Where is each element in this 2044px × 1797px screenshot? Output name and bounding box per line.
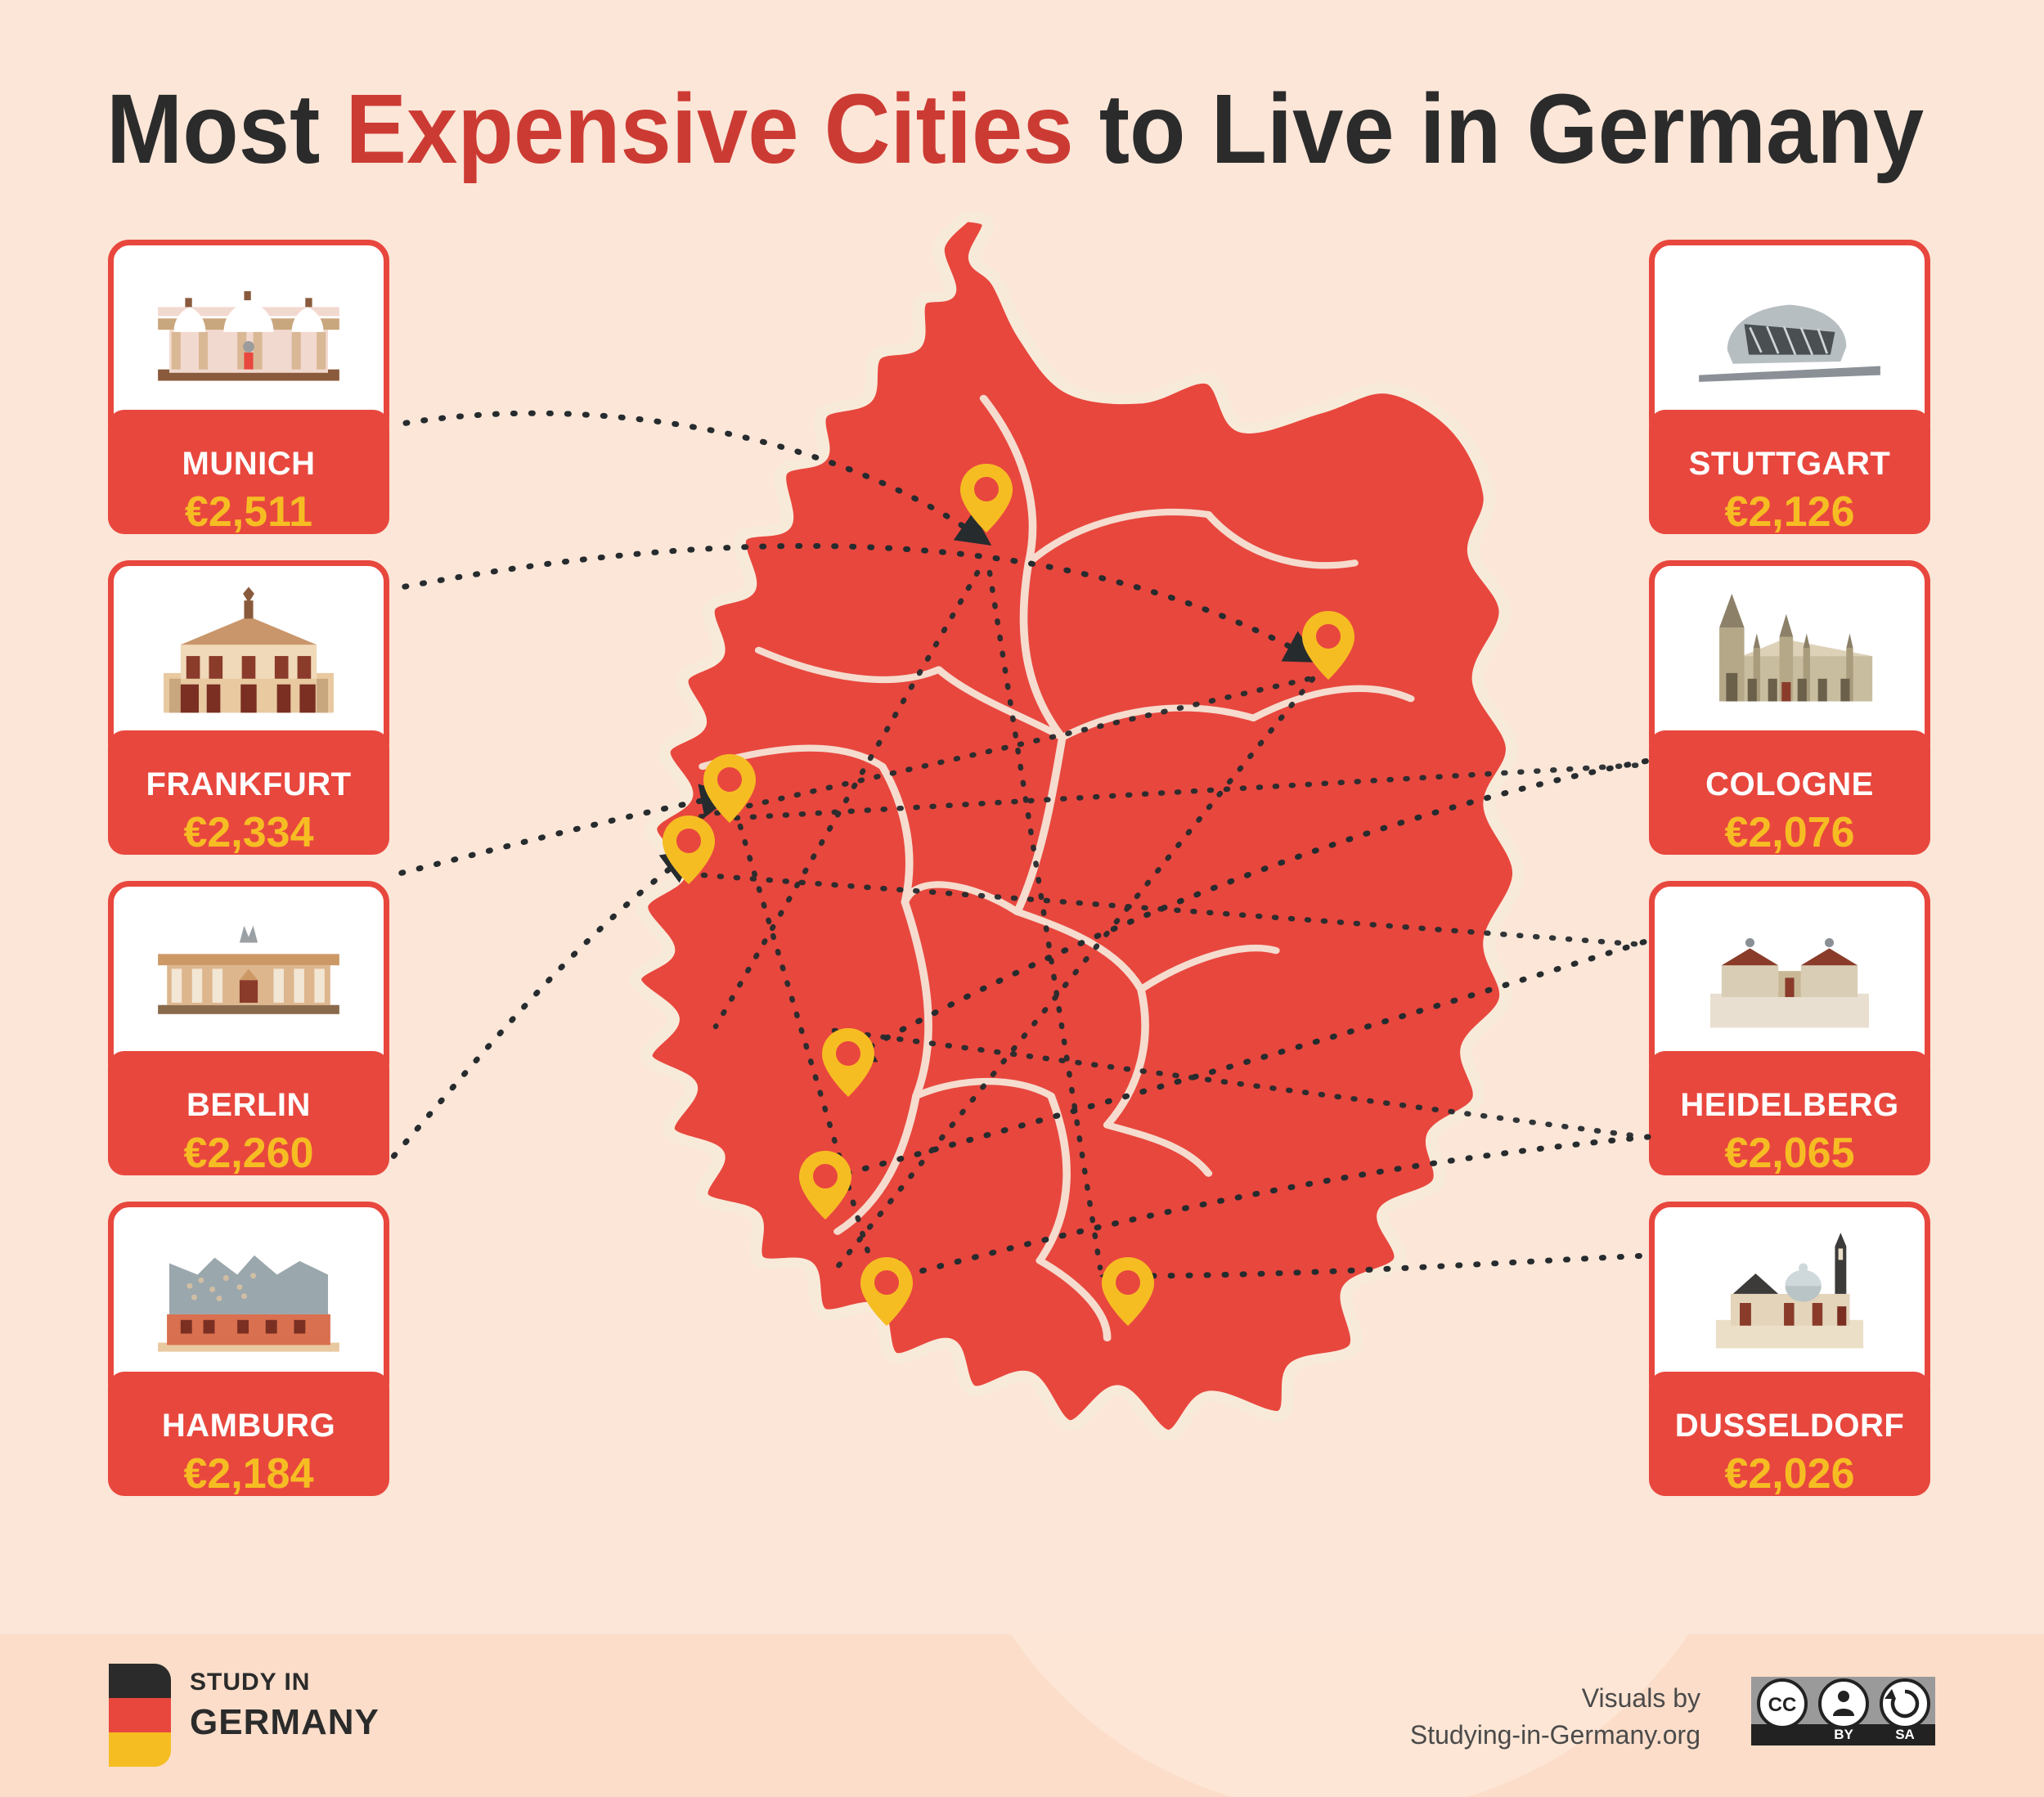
svg-text:BY: BY (1834, 1727, 1853, 1742)
svg-text:CC: CC (1768, 1694, 1797, 1716)
svg-text:SA: SA (1895, 1727, 1915, 1742)
